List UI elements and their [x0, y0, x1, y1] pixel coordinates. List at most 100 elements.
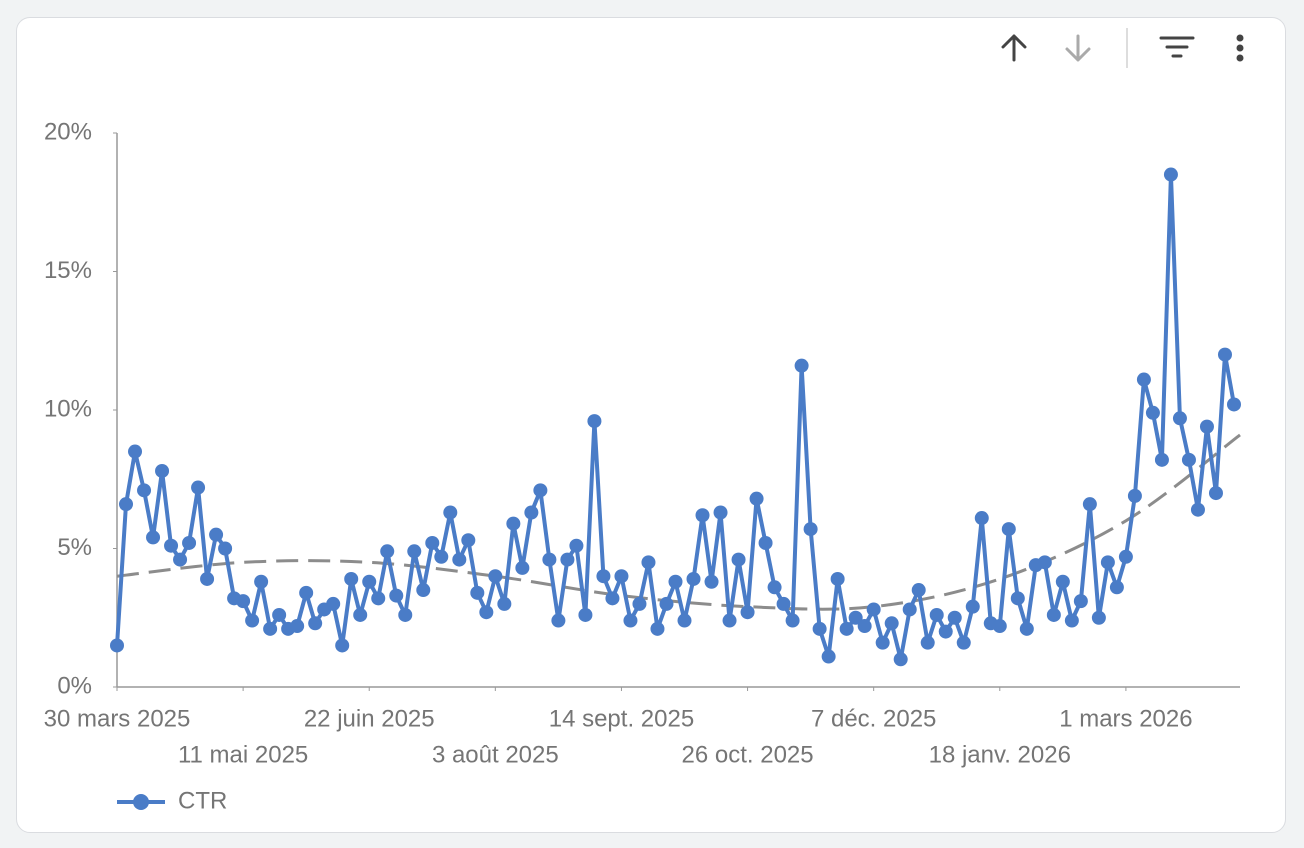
data-point — [749, 491, 764, 506]
data-point — [119, 497, 134, 512]
data-point — [1217, 347, 1232, 362]
data-point — [587, 414, 602, 429]
data-point — [1172, 411, 1187, 426]
chart-card — [16, 17, 1286, 833]
data-point — [659, 596, 674, 611]
data-point — [794, 358, 809, 373]
data-point — [1154, 452, 1169, 467]
data-point — [272, 607, 287, 622]
data-point — [776, 596, 791, 611]
data-point — [263, 621, 278, 636]
x-tick-label: 1 mars 2026 — [1059, 705, 1192, 732]
data-point — [245, 613, 260, 628]
data-point — [1100, 555, 1115, 570]
data-point — [533, 483, 548, 498]
y-tick-label: 10% — [44, 395, 92, 422]
data-point — [1064, 613, 1079, 628]
data-point — [407, 544, 422, 559]
data-point — [767, 580, 782, 595]
data-point — [1082, 497, 1097, 512]
data-point — [362, 574, 377, 589]
data-point — [506, 516, 521, 531]
data-point — [515, 560, 530, 575]
more-menu-button[interactable] — [1236, 34, 1244, 62]
data-point — [344, 571, 359, 586]
data-point — [758, 535, 773, 550]
data-point — [740, 605, 755, 620]
data-point — [524, 505, 539, 520]
x-tick-label: 7 déc. 2025 — [811, 705, 936, 732]
data-point — [1019, 621, 1034, 636]
data-point — [335, 638, 350, 653]
data-point — [560, 552, 575, 567]
data-point — [605, 591, 620, 606]
data-point — [443, 505, 458, 520]
data-point — [911, 583, 926, 598]
data-point — [893, 652, 908, 667]
data-point — [704, 574, 719, 589]
y-tick-label: 15% — [44, 257, 92, 284]
x-tick-label: 18 janv. 2026 — [929, 741, 1071, 768]
x-tick-label: 26 oct. 2025 — [682, 741, 814, 768]
data-point — [668, 574, 683, 589]
data-point — [425, 535, 440, 550]
data-point — [146, 530, 161, 545]
data-point — [650, 621, 665, 636]
data-point — [1037, 555, 1052, 570]
data-point — [1208, 486, 1223, 501]
x-tick-label: 11 mai 2025 — [178, 741, 308, 768]
data-point — [866, 602, 881, 617]
data-point — [1181, 452, 1196, 467]
data-point — [1145, 405, 1160, 420]
data-point — [488, 569, 503, 584]
data-point — [920, 635, 935, 650]
data-point — [695, 508, 710, 523]
data-point — [839, 621, 854, 636]
data-point — [1046, 607, 1061, 622]
data-point — [209, 527, 224, 542]
data-point — [1226, 397, 1241, 412]
arrow-down-button[interactable] — [1065, 34, 1091, 62]
data-point — [1118, 549, 1133, 564]
data-point — [1091, 610, 1106, 625]
data-point — [398, 607, 413, 622]
data-point — [848, 610, 863, 625]
data-point — [497, 596, 512, 611]
data-point — [137, 483, 152, 498]
data-point — [614, 569, 629, 584]
data-point — [857, 619, 872, 634]
data-point — [128, 444, 143, 459]
data-point — [1136, 372, 1151, 387]
data-point — [731, 552, 746, 567]
data-point — [569, 538, 584, 553]
data-point — [299, 585, 314, 600]
data-point — [1001, 522, 1016, 537]
data-point — [191, 480, 206, 495]
data-point — [452, 552, 467, 567]
data-point — [821, 649, 836, 664]
data-point — [623, 613, 638, 628]
y-tick-label: 5% — [57, 534, 92, 561]
data-point — [1073, 594, 1088, 609]
data-point — [470, 585, 485, 600]
data-point — [542, 552, 557, 567]
data-point — [686, 571, 701, 586]
data-point — [110, 638, 124, 653]
y-tick-label: 20% — [44, 118, 92, 145]
data-point — [389, 588, 404, 603]
data-point — [353, 607, 368, 622]
data-point — [326, 596, 341, 611]
data-point — [812, 621, 827, 636]
filter-button[interactable] — [1159, 36, 1195, 58]
data-point — [416, 583, 431, 598]
data-point — [947, 610, 962, 625]
data-point — [218, 541, 233, 556]
data-point — [713, 505, 728, 520]
data-point — [965, 599, 980, 614]
data-point — [929, 607, 944, 622]
x-tick-label: 30 mars 2025 — [44, 705, 191, 732]
data-point — [785, 613, 800, 628]
arrow-up-button[interactable] — [1001, 34, 1027, 62]
data-point — [632, 596, 647, 611]
